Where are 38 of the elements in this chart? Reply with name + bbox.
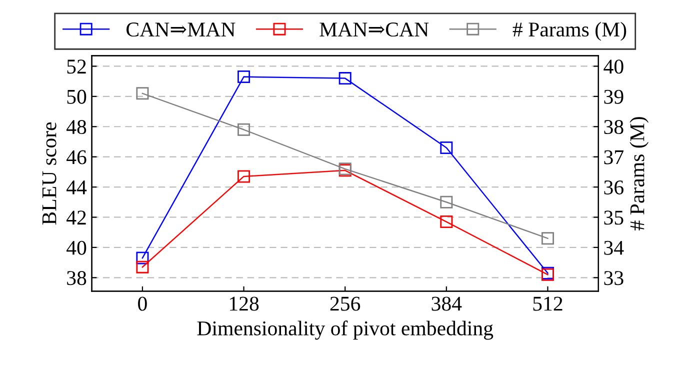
y-tick-label: 40 <box>66 240 86 255</box>
x-tick-label: 384 <box>432 296 462 311</box>
y2-tick-label: 33 <box>604 271 624 286</box>
y2-tick-label: 38 <box>604 120 624 134</box>
y2-axis-title: # Params (M) <box>630 117 649 230</box>
point <box>541 232 554 245</box>
x-tick-label: 128 <box>230 296 259 311</box>
point <box>238 123 250 136</box>
x-axis-title: Dimensionality of pivot embedding <box>197 320 494 340</box>
point <box>338 72 352 85</box>
legend-label: # Params (M) <box>512 22 626 41</box>
y-tick-label: 44 <box>66 180 87 194</box>
point <box>136 260 149 274</box>
y-tick-label: 50 <box>67 90 86 104</box>
point <box>440 196 453 208</box>
y-axis-title: BLEU score <box>42 122 56 225</box>
y2-tick-label: 34 <box>604 240 624 255</box>
legend-label: CAN⇒MAN <box>126 22 236 37</box>
y2-tick-label: 40 <box>604 60 624 74</box>
y2-tick-label: 35 <box>604 210 624 225</box>
x-tick-label: 256 <box>330 296 360 311</box>
y2-tick-label: 37 <box>604 150 624 164</box>
point <box>238 170 250 183</box>
x-tick-label: 0 <box>138 296 147 311</box>
point <box>238 70 250 84</box>
y-tick-label: 38 <box>67 271 86 286</box>
point <box>440 142 453 154</box>
point <box>136 252 149 264</box>
point <box>440 216 453 228</box>
point <box>136 87 149 100</box>
y-tick-label: 48 <box>66 120 86 134</box>
x-tick-label: 512 <box>533 296 562 311</box>
y2-tick-label: 39 <box>604 90 624 104</box>
y-tick-label: 42 <box>66 210 86 224</box>
y2-tick-label: 36 <box>604 180 624 194</box>
y-tick-label: 52 <box>67 60 86 74</box>
y-tick-label: 46 <box>66 150 86 164</box>
legend-label: MAN⇒CAN <box>320 22 429 37</box>
